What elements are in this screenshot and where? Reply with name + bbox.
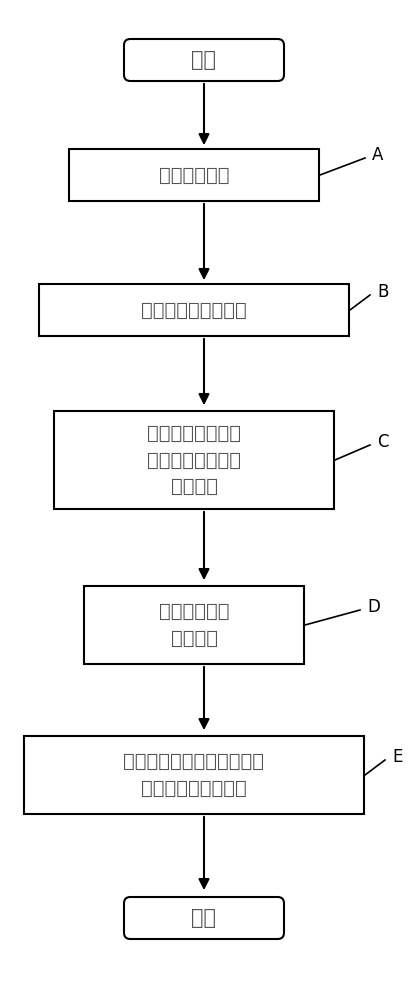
Bar	[24, 736, 364, 814]
Text: B: B	[377, 283, 388, 301]
Bar	[54, 411, 334, 509]
Text: D: D	[367, 598, 380, 616]
FancyBboxPatch shape	[124, 39, 284, 81]
Text: A: A	[372, 146, 384, 164]
Text: C: C	[377, 433, 388, 451]
Text: 读取配置文件: 读取配置文件	[159, 165, 229, 184]
Text: E: E	[392, 748, 402, 766]
Text: 扩展属性词汇
的同义词: 扩展属性词汇 的同义词	[159, 602, 229, 648]
Bar	[84, 586, 304, 664]
Bar	[69, 149, 319, 201]
Bar	[39, 284, 349, 336]
Text: 将三种类型表内容分别存储
到不同的数据结构中: 将三种类型表内容分别存储 到不同的数据结构中	[124, 752, 264, 798]
Text: 获取知识库各表位置: 获取知识库各表位置	[141, 300, 247, 320]
Text: 获取知识库表中约
束性表的特殊词列
和属性列: 获取知识库表中约 束性表的特殊词列 和属性列	[147, 424, 241, 496]
Text: 结束: 结束	[191, 908, 217, 928]
FancyBboxPatch shape	[124, 897, 284, 939]
Text: 开始: 开始	[191, 50, 217, 70]
